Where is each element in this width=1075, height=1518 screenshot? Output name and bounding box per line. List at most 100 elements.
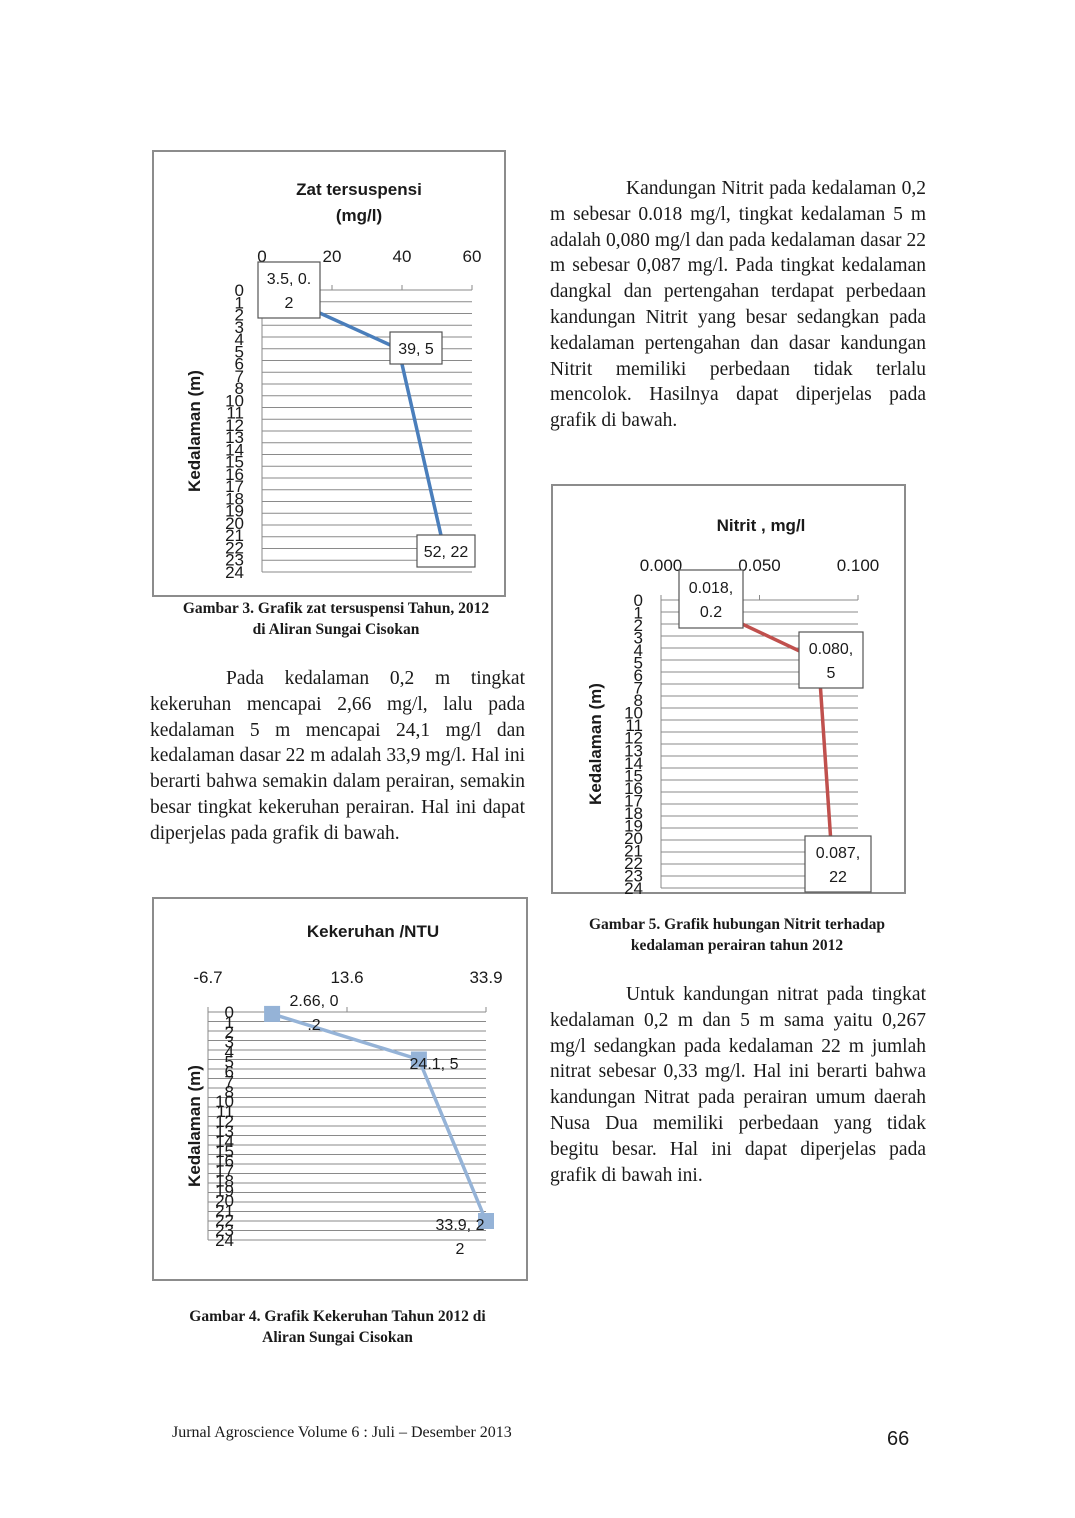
y-tick-label: 0: [225, 1003, 234, 1022]
y-tick-label: 12: [225, 416, 244, 435]
y-tick-label: 17: [624, 791, 643, 810]
x-tick-label: 20: [323, 247, 342, 266]
chart-title: Kekeruhan /NTU: [307, 922, 439, 941]
data-label: 2: [456, 1241, 465, 1258]
chart-kekeruhan: Kekeruhan /NTU -6.7 13.6 33.9 0 1 2 3 4 5 6 7 8 10 11 1…: [152, 897, 528, 1281]
page-number: 66: [887, 1428, 910, 1450]
data-label-box: [678, 569, 744, 629]
y-tick-label: 8: [225, 1082, 234, 1101]
y-tick-label: 21: [215, 1201, 234, 1220]
x-tick-label: 0.000: [640, 556, 683, 575]
y-tick-label: 21: [225, 526, 244, 545]
y-tick-label: 6: [634, 666, 643, 685]
caption-fig3: Gambar 3. Grafik zat tersuspensi Tahun, …: [140, 598, 532, 640]
y-axis-label: Kedalaman (m): [586, 683, 605, 805]
y-tick-label: 4: [225, 1043, 234, 1062]
y-tick-label: 10: [624, 704, 643, 723]
chart-kekeruhan-svg: Kekeruhan /NTU-6.7 13.6 33.901234567810111…: [185, 922, 503, 1258]
caption-fig5-line2: kedalaman perairan tahun 2012: [630, 937, 844, 954]
series-line: [273, 290, 446, 549]
y-tick-label: 16: [624, 779, 643, 798]
chart-zat-tersuspensi-svg: Zat tersuspensi(mg/l)0 20 40 60012345678101…: [185, 180, 481, 582]
data-label-box: [416, 534, 476, 568]
y-tick-label: 13: [215, 1122, 234, 1141]
y-tick-label: 5: [225, 1053, 234, 1072]
y-tick-label: 7: [634, 679, 643, 698]
y-tick-label: 6: [225, 1062, 234, 1081]
y-tick-label: 5: [634, 654, 643, 673]
data-label-box: [798, 631, 864, 689]
data-label-box: [389, 331, 443, 365]
chart-title: Zat tersuspensi: [296, 180, 422, 199]
y-tick-label: 7: [235, 367, 244, 386]
y-tick-label: 23: [624, 866, 643, 885]
y-tick-label: 14: [624, 754, 643, 773]
y-tick-label: 24: [215, 1231, 234, 1250]
y-tick-label: 20: [225, 514, 244, 533]
y-tick-label: 4: [235, 330, 244, 349]
data-label: 2.66, 0: [290, 993, 339, 1010]
paragraph-nitrit: Kandungan Nitrit pada kedalaman 0,2 m se…: [550, 178, 926, 432]
caption-fig5: Gambar 5. Grafik hubungan Nitrit terhada…: [546, 914, 928, 956]
x-tick-label: -6.7: [193, 968, 222, 987]
y-tick-label: 1: [634, 604, 643, 623]
x-tick-label: 0.050: [738, 556, 781, 575]
data-label: 0.2: [700, 604, 722, 621]
y-tick-label: 24: [225, 563, 244, 582]
caption-fig3-line1: Gambar 3. Grafik zat tersuspensi Tahun, …: [182, 600, 490, 617]
y-tick-label: 16: [225, 465, 244, 484]
y-tick-label: 10: [225, 391, 244, 410]
y-tick-label: 3: [235, 318, 244, 337]
data-label-box: [804, 835, 872, 893]
data-label: 2: [285, 295, 294, 312]
chart-title: Nitrit , mg/l: [717, 516, 806, 535]
y-tick-label: 8: [235, 379, 244, 398]
data-label: 24.1, 5: [410, 1056, 459, 1073]
y-tick-label: 7: [225, 1072, 234, 1091]
y-tick-label: 17: [215, 1162, 234, 1181]
data-label: 22: [829, 869, 847, 886]
data-label: 39, 5: [398, 341, 434, 358]
y-tick-label: 24: [624, 879, 643, 896]
data-point: [410, 1051, 427, 1068]
y-tick-label: 1: [235, 293, 244, 312]
x-tick-label: 0.100: [837, 556, 880, 575]
y-tick-label: 3: [225, 1033, 234, 1052]
chart-title: (mg/l): [336, 206, 382, 225]
y-tick-label: 0: [235, 281, 244, 300]
caption-fig4-line2: Aliran Sungai Cisokan: [262, 1329, 413, 1346]
y-tick-label: 5: [235, 342, 244, 361]
y-tick-label: 19: [624, 816, 643, 835]
y-tick-label: 15: [225, 453, 244, 472]
y-tick-label: 12: [624, 729, 643, 748]
y-tick-label: 3: [634, 629, 643, 648]
paragraph-kekeruhan: Pada kedalaman 0,2 m tingkat kekeruhan m…: [150, 668, 525, 844]
y-tick-label: 4: [634, 641, 643, 660]
data-label: 0.087,: [816, 845, 860, 862]
x-tick-label: 33.9: [469, 968, 502, 987]
y-tick-label: 18: [225, 489, 244, 508]
data-label: 0.080,: [809, 641, 853, 658]
data-label: 3.5, 0.: [267, 271, 311, 288]
data-label: 33.9, 2: [436, 1217, 485, 1234]
y-tick-label: 10: [215, 1092, 234, 1111]
caption-fig3-line2: di Aliran Sungai Cisokan: [252, 621, 420, 638]
y-tick-label: 17: [225, 477, 244, 496]
y-tick-label: 23: [215, 1221, 234, 1240]
data-label: 5: [827, 665, 836, 682]
data-point: [478, 1213, 494, 1229]
y-tick-label: 6: [235, 355, 244, 374]
y-tick-label: 22: [225, 538, 244, 557]
y-tick-label: 20: [215, 1191, 234, 1210]
y-tick-label: 16: [215, 1152, 234, 1171]
series-line: [271, 1012, 488, 1222]
caption-fig4-line1: Gambar 4. Grafik Kekeruhan Tahun 2012 di: [189, 1308, 486, 1325]
y-tick-label: 19: [225, 502, 244, 521]
data-label: 0.018,: [689, 580, 733, 597]
y-tick-label: 13: [225, 428, 244, 447]
chart-nitrit-svg: Nitrit , mg/l0.000 0.050 0.100012345678101…: [586, 516, 880, 896]
y-tick-label: 23: [225, 551, 244, 570]
y-tick-label: 20: [624, 829, 643, 848]
y-tick-label: 15: [215, 1142, 234, 1161]
y-tick-label: 15: [624, 766, 643, 785]
